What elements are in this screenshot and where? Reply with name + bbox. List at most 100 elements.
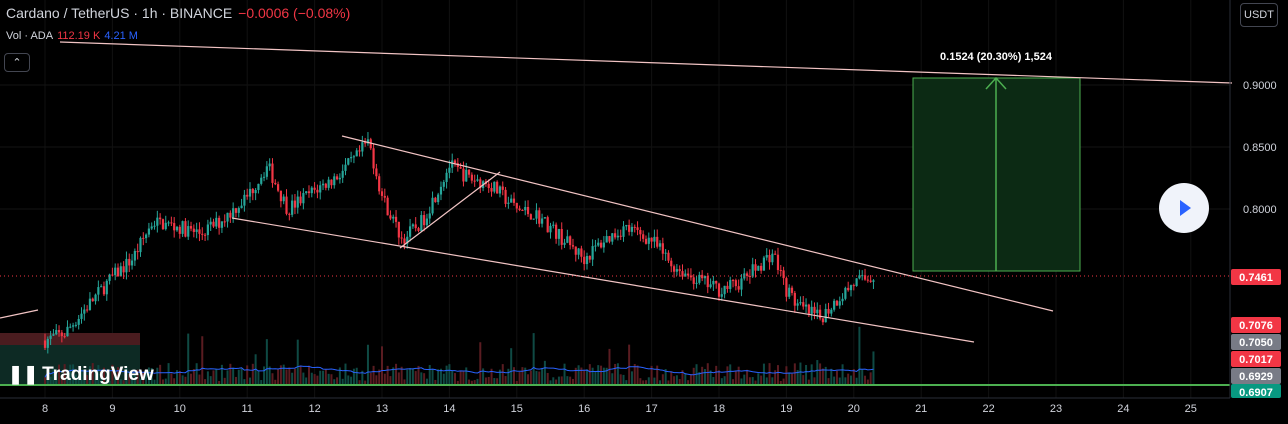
highlight-boxes — [0, 77, 1081, 385]
channel-upper-line[interactable] — [341, 135, 1054, 312]
candle-body — [136, 250, 139, 253]
volume-bar — [743, 374, 746, 385]
chevron-up-icon[interactable]: ⌃ — [4, 53, 30, 72]
volume-bar — [74, 374, 77, 385]
price-badge-label: 0.7050 — [1239, 337, 1273, 349]
trend-lines[interactable] — [0, 41, 1233, 386]
x-tick-label: 9 — [109, 403, 115, 415]
candle-body — [462, 168, 465, 182]
candle-body — [203, 234, 207, 236]
volume-bar — [785, 366, 788, 385]
candle-body — [251, 188, 254, 194]
volume-bar — [726, 366, 729, 385]
candle-body — [804, 304, 808, 307]
candle-body — [639, 229, 642, 235]
candle-body — [863, 275, 867, 280]
volume-bar — [223, 377, 226, 385]
volume-bar — [114, 376, 117, 385]
candle-body — [571, 245, 575, 247]
volume-bar — [153, 379, 156, 385]
candle-body — [493, 181, 496, 192]
candle-body — [347, 158, 350, 165]
volume-bar — [175, 370, 178, 385]
currency-button[interactable]: USDT — [1240, 3, 1278, 27]
candle-body — [69, 326, 72, 328]
candle-body — [378, 176, 381, 192]
volume-bar — [687, 380, 690, 385]
candle-body — [394, 216, 398, 222]
candle-body — [490, 188, 493, 192]
candle-body — [220, 221, 224, 228]
volume-bar — [600, 365, 603, 385]
candle-body — [479, 179, 482, 189]
x-tick-label: 23 — [1050, 403, 1062, 415]
candle-body — [439, 186, 443, 195]
price-change: −0.0006 (−0.08%) — [238, 5, 351, 21]
candle-body — [218, 217, 221, 228]
volume-bar — [159, 364, 162, 385]
candle-body — [327, 179, 330, 188]
volume-bar — [206, 371, 209, 385]
candle-body — [358, 150, 361, 152]
candle-body — [265, 166, 268, 177]
volume-bar — [347, 375, 350, 385]
volume-bar — [173, 378, 176, 385]
x-tick-label: 11 — [241, 403, 252, 415]
symbol-title: Cardano / TetherUS · 1h · BINANCE — [6, 5, 233, 21]
candle-body — [445, 172, 448, 182]
volume-bar — [791, 373, 794, 385]
x-tick-label: 10 — [174, 403, 186, 415]
volume-bar — [136, 369, 139, 385]
volume-bar — [111, 364, 114, 385]
volume-bar — [628, 344, 631, 385]
candle-body — [501, 186, 504, 190]
volume-bar — [861, 369, 864, 385]
play-icon[interactable] — [1159, 183, 1209, 233]
volume-bar — [673, 376, 676, 385]
candle-body — [597, 242, 600, 246]
volume-bar — [586, 369, 589, 385]
volume-bar — [324, 369, 327, 385]
volume-bar — [501, 364, 504, 385]
volume-bar — [97, 365, 100, 385]
volume-bar — [574, 367, 577, 385]
candle-body — [226, 212, 229, 222]
candle-body — [55, 330, 58, 335]
pullback-line[interactable] — [399, 171, 501, 249]
volume-bar — [49, 376, 52, 385]
volume-bar — [456, 380, 459, 385]
volume-bar — [566, 376, 569, 385]
candle-body — [636, 227, 639, 230]
candle-body — [630, 226, 634, 232]
candle-body — [591, 246, 594, 260]
candle-body — [77, 318, 80, 325]
volume-bar — [108, 380, 111, 385]
volume-bar — [86, 375, 89, 385]
candle-body — [788, 287, 791, 297]
short-line[interactable] — [0, 309, 39, 319]
candle-body — [181, 221, 184, 234]
volume-bar — [647, 377, 650, 385]
candle-body — [667, 252, 670, 261]
volume-bar — [698, 372, 701, 385]
volume-bar — [355, 367, 358, 385]
volume-bar — [706, 363, 709, 385]
volume-bar — [504, 376, 507, 385]
long-trendline[interactable] — [59, 41, 1233, 84]
candle-body — [192, 228, 195, 232]
volume-bar — [94, 370, 97, 385]
x-tick-label: 14 — [443, 403, 455, 415]
volume-bar — [524, 367, 527, 385]
volume-bar — [636, 365, 639, 385]
candle-body — [125, 258, 128, 273]
candle-body — [650, 237, 653, 242]
volume-bar — [670, 371, 673, 385]
channel-lower-line[interactable] — [231, 217, 975, 343]
time-axis[interactable]: 8 9 10 11 12 13 14 15 16 17 18 19 20 21 22 23 24 25 — [0, 397, 1230, 415]
volume-bar — [260, 380, 263, 385]
candle-body — [498, 186, 502, 194]
price-axis[interactable]: 0.9000 0.8500 0.8000 — [1229, 0, 1277, 398]
candle-body — [240, 205, 243, 209]
x-tick-label: 16 — [578, 403, 590, 415]
